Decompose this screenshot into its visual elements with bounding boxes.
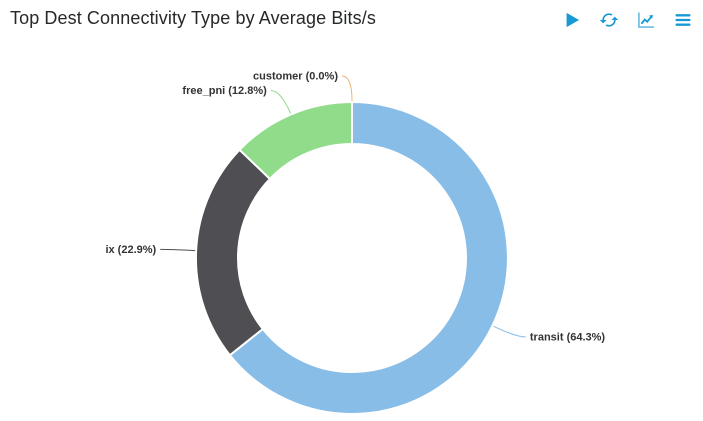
panel-title: Top Dest Connectivity Type by Average Bi… (10, 8, 376, 28)
refresh-icon[interactable] (599, 10, 619, 30)
slice-label-free_pni: free_pni (12.8%) (182, 85, 267, 97)
slice-connector-free_pni (270, 90, 292, 114)
slice-connector-customer (341, 75, 353, 102)
slice-free_pni[interactable] (238, 100, 353, 181)
slice-ix[interactable] (194, 148, 272, 357)
slice-label-transit: transit (64.3%) (530, 332, 606, 344)
toolbar (562, 7, 695, 30)
slice-connector-ix (160, 248, 196, 252)
slice-connector-transit (493, 325, 526, 338)
chart-icon[interactable] (636, 10, 656, 30)
slice-transit[interactable] (228, 100, 509, 415)
menu-icon[interactable] (673, 10, 693, 30)
panel-header: Top Dest Connectivity Type by Average Bi… (0, 0, 703, 30)
slice-label-customer: customer (0.0%) (253, 71, 338, 83)
play-icon[interactable] (562, 10, 582, 30)
slice-label-ix: ix (22.9%) (105, 244, 156, 256)
